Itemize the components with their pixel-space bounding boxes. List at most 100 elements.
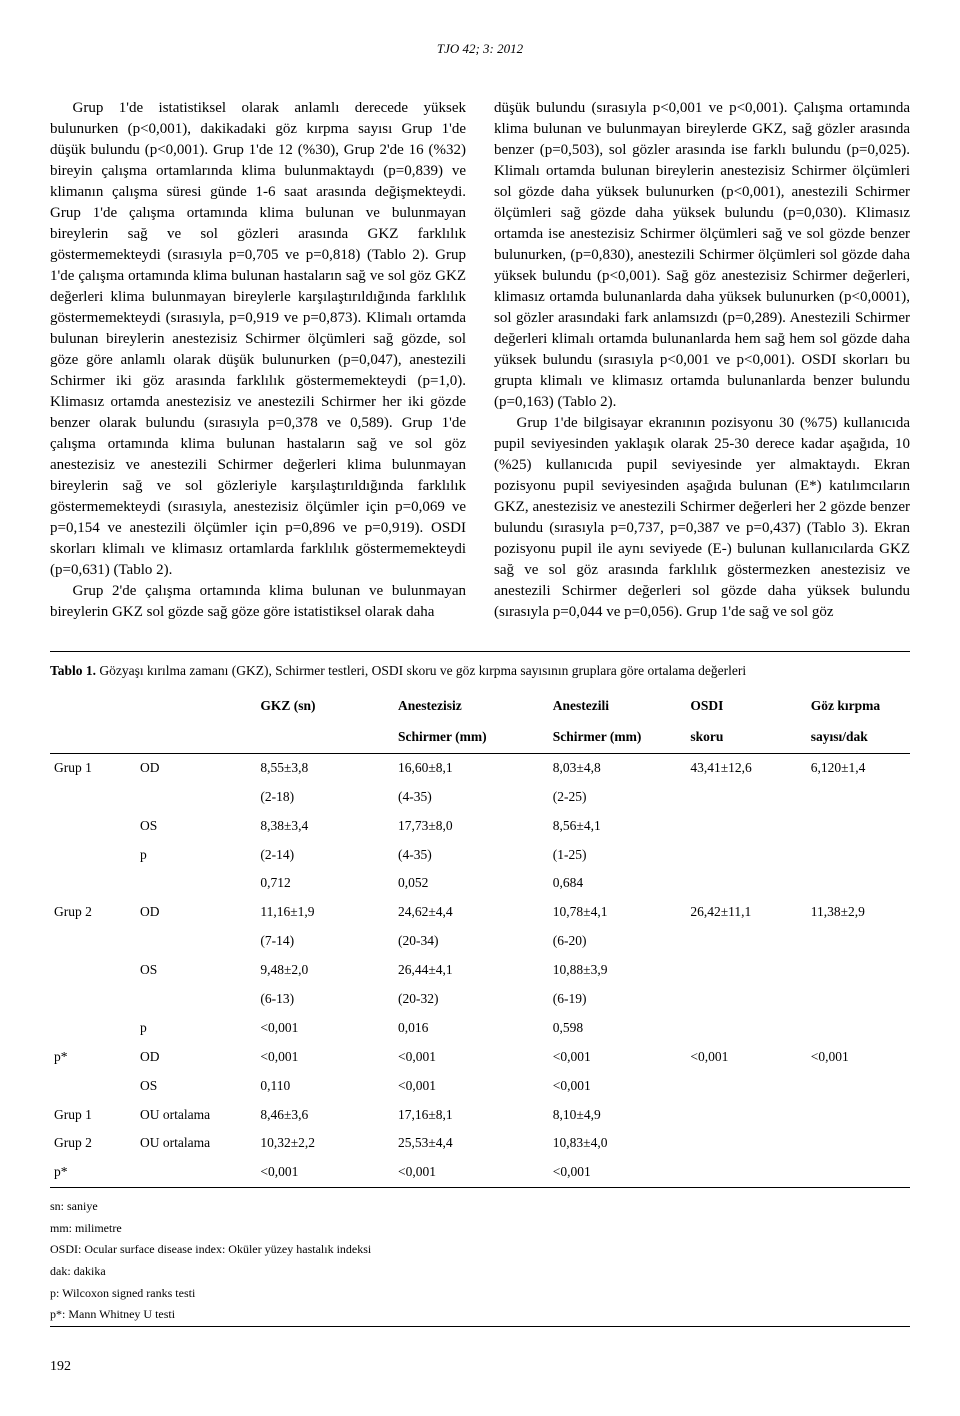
td: 0,712 — [256, 869, 394, 898]
td: (20-34) — [394, 927, 549, 956]
td: 8,03±4,8 — [549, 753, 687, 782]
td: OD — [136, 753, 256, 782]
td: (4-35) — [394, 841, 549, 870]
td: 8,55±3,8 — [256, 753, 394, 782]
td: (2-18) — [256, 783, 394, 812]
data-table: GKZ (sn)AnestezisizAnesteziliOSDIGöz kır… — [50, 691, 910, 1188]
th: Anestezili — [549, 691, 687, 722]
td — [50, 869, 136, 898]
th — [50, 722, 136, 753]
footnote: p*: Mann Whitney U testi — [50, 1304, 910, 1326]
td — [50, 985, 136, 1014]
td — [807, 956, 910, 985]
table-row: Grup 2OD11,16±1,924,62±4,410,78±4,126,42… — [50, 898, 910, 927]
footnote: sn: saniye — [50, 1196, 910, 1218]
td — [686, 1014, 806, 1043]
table-row: (6-13)(20-32)(6-19) — [50, 985, 910, 1014]
table-row: Grup 1OU ortalama8,46±3,617,16±8,18,10±4… — [50, 1101, 910, 1130]
td — [686, 841, 806, 870]
td: 10,88±3,9 — [549, 956, 687, 985]
table-row: p(2-14)(4-35)(1-25) — [50, 841, 910, 870]
left-column: Grup 1'de istatistiksel olarak anlamlı d… — [50, 98, 466, 623]
td: 25,53±4,4 — [394, 1129, 549, 1158]
table-row: Grup 1OD8,55±3,816,60±8,18,03±4,843,41±1… — [50, 753, 910, 782]
td — [686, 1158, 806, 1187]
page-number: 192 — [50, 1357, 910, 1377]
td — [686, 985, 806, 1014]
td: 24,62±4,4 — [394, 898, 549, 927]
td: (6-13) — [256, 985, 394, 1014]
td — [136, 783, 256, 812]
td: 0,016 — [394, 1014, 549, 1043]
td: <0,001 — [394, 1043, 549, 1072]
table-row: OS8,38±3,417,73±8,08,56±4,1 — [50, 812, 910, 841]
td: 17,16±8,1 — [394, 1101, 549, 1130]
td: 8,46±3,6 — [256, 1101, 394, 1130]
td: OU ortalama — [136, 1129, 256, 1158]
footnote: dak: dakika — [50, 1261, 910, 1283]
table-head: GKZ (sn)AnestezisizAnesteziliOSDIGöz kır… — [50, 691, 910, 753]
td: 0,052 — [394, 869, 549, 898]
td — [136, 869, 256, 898]
header-row-2: Schirmer (mm)Schirmer (mm)skorusayısı/da… — [50, 722, 910, 753]
table-row: p*<0,001<0,001<0,001 — [50, 1158, 910, 1187]
th: OSDI — [686, 691, 806, 722]
td: Grup 1 — [50, 753, 136, 782]
table-caption-text: Gözyaşı kırılma zamanı (GKZ), Schirmer t… — [99, 663, 746, 678]
td — [50, 1072, 136, 1101]
table-row: 0,7120,0520,684 — [50, 869, 910, 898]
td: 11,38±2,9 — [807, 898, 910, 927]
td: 10,32±2,2 — [256, 1129, 394, 1158]
header-row-1: GKZ (sn)AnestezisizAnesteziliOSDIGöz kır… — [50, 691, 910, 722]
td: (20-32) — [394, 985, 549, 1014]
td: OS — [136, 956, 256, 985]
th: Göz kırpma — [807, 691, 910, 722]
th: skoru — [686, 722, 806, 753]
td: (6-19) — [549, 985, 687, 1014]
td: 6,120±1,4 — [807, 753, 910, 782]
td: (4-35) — [394, 783, 549, 812]
td: 26,42±11,1 — [686, 898, 806, 927]
td: 17,73±8,0 — [394, 812, 549, 841]
td: 10,83±4,0 — [549, 1129, 687, 1158]
td: <0,001 — [686, 1043, 806, 1072]
td — [136, 1158, 256, 1187]
table-row: OS0,110<0,001<0,001 — [50, 1072, 910, 1101]
td: p* — [50, 1043, 136, 1072]
body-columns: Grup 1'de istatistiksel olarak anlamlı d… — [50, 98, 910, 623]
td: <0,001 — [549, 1158, 687, 1187]
table-body: Grup 1OD8,55±3,816,60±8,18,03±4,843,41±1… — [50, 753, 910, 1187]
th: GKZ (sn) — [256, 691, 394, 722]
td — [807, 927, 910, 956]
right-paragraph-2: Grup 1'de bilgisayar ekranının pozisyonu… — [494, 413, 910, 623]
td: (2-25) — [549, 783, 687, 812]
td — [50, 956, 136, 985]
td: (7-14) — [256, 927, 394, 956]
td — [686, 812, 806, 841]
left-paragraph-1: Grup 1'de istatistiksel olarak anlamlı d… — [50, 98, 466, 581]
footnote: OSDI: Ocular surface disease index: Okül… — [50, 1239, 910, 1261]
td: OD — [136, 1043, 256, 1072]
td — [686, 869, 806, 898]
td: OS — [136, 812, 256, 841]
table-row: OS9,48±2,026,44±4,110,88±3,9 — [50, 956, 910, 985]
td — [50, 927, 136, 956]
table-row: p<0,0010,0160,598 — [50, 1014, 910, 1043]
td: 0,110 — [256, 1072, 394, 1101]
table-footnotes: sn: saniyemm: milimetreOSDI: Ocular surf… — [50, 1196, 910, 1326]
td — [686, 1101, 806, 1130]
td — [136, 985, 256, 1014]
td: 26,44±4,1 — [394, 956, 549, 985]
th — [136, 722, 256, 753]
table-row: Grup 2OU ortalama10,32±2,225,53±4,410,83… — [50, 1129, 910, 1158]
td — [807, 1014, 910, 1043]
td — [50, 1014, 136, 1043]
td — [50, 783, 136, 812]
th: Anestezisiz — [394, 691, 549, 722]
left-paragraph-2: Grup 2'de çalışma ortamında klima buluna… — [50, 581, 466, 623]
td: 0,684 — [549, 869, 687, 898]
th — [136, 691, 256, 722]
td — [807, 869, 910, 898]
td: p — [136, 1014, 256, 1043]
td — [50, 812, 136, 841]
